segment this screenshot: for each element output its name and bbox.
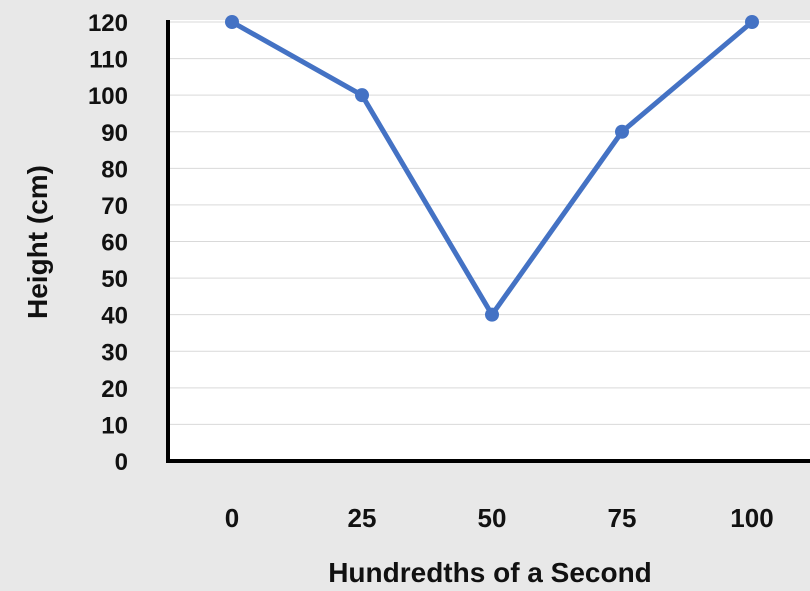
x-tick-label: 0 [225, 503, 239, 533]
y-tick-label: 100 [88, 83, 128, 110]
data-point [745, 15, 759, 29]
y-tick-label: 80 [101, 156, 128, 183]
y-tick-label: 0 [115, 449, 128, 476]
y-tick-label: 20 [101, 376, 128, 403]
x-tick-label: 75 [608, 503, 637, 533]
y-tick-label: 10 [101, 412, 128, 439]
x-axis-title: Hundredths of a Second [328, 557, 652, 588]
y-axis-title: Height (cm) [22, 165, 53, 319]
x-tick-label: 50 [478, 503, 507, 533]
gridlines [168, 21, 810, 425]
x-tick-label: 25 [348, 503, 377, 533]
y-tick-label: 120 [88, 10, 128, 37]
y-tick-label: 110 [89, 47, 128, 74]
y-tick-label: 70 [101, 193, 128, 220]
y-tick-label: 50 [101, 266, 128, 293]
y-tick-label: 40 [101, 303, 128, 330]
data-point [485, 307, 499, 322]
data-point [615, 124, 629, 139]
series-group [225, 15, 759, 322]
x-axis-tick-labels: 0 25 50 75 100 [225, 503, 774, 533]
y-tick-label: 30 [101, 339, 128, 366]
y-axis-tick-labels: 0 10 20 30 40 50 60 70 80 90 100 110 120 [88, 10, 128, 476]
x-tick-label: 100 [730, 503, 773, 533]
data-point [355, 88, 369, 103]
plot-area [168, 20, 810, 461]
data-point [225, 15, 239, 29]
y-tick-label: 90 [101, 120, 128, 147]
y-tick-label: 60 [101, 230, 128, 257]
